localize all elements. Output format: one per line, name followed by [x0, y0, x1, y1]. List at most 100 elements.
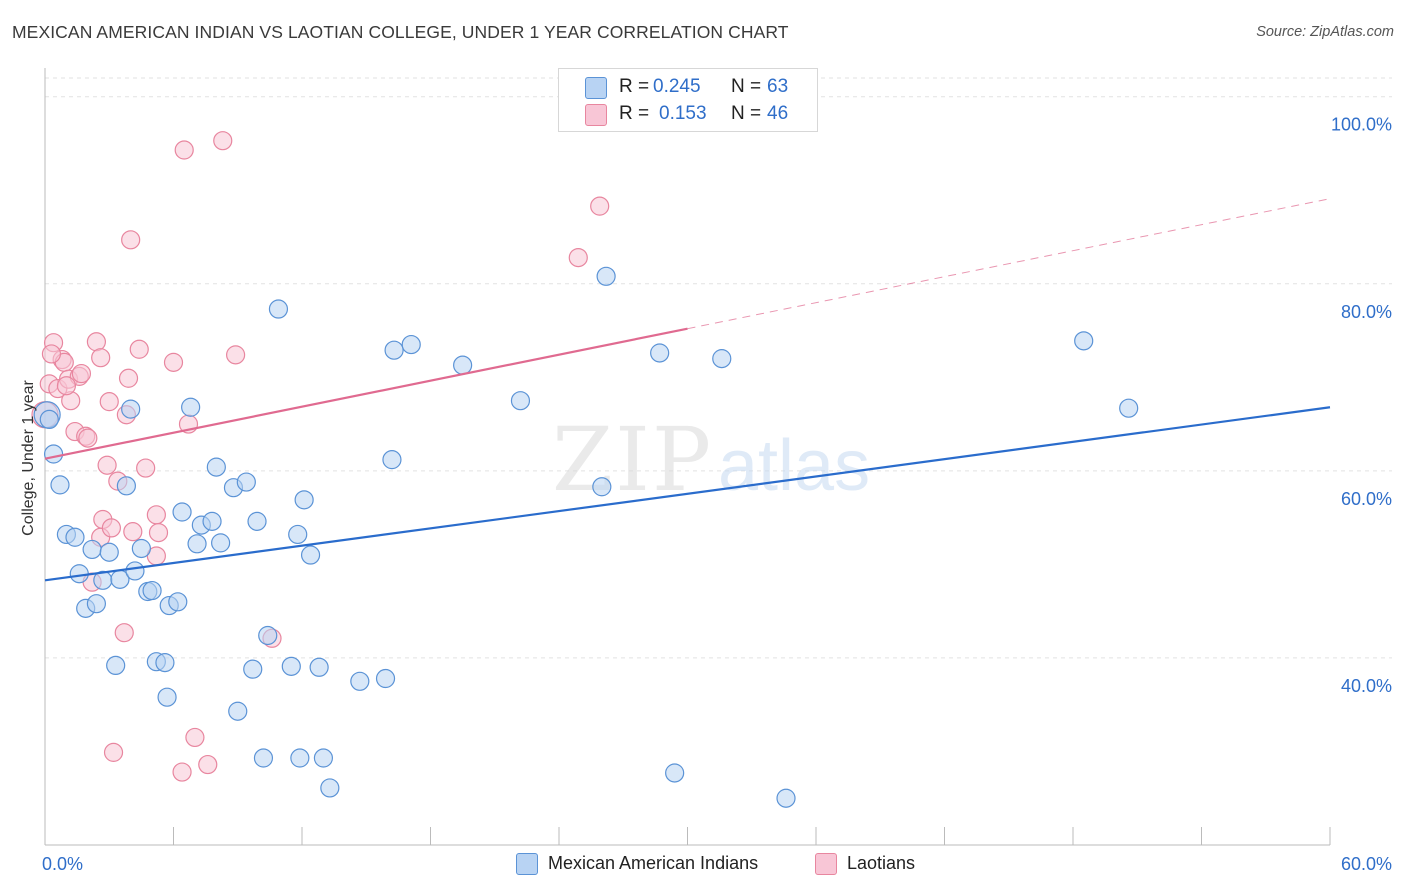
data-point-blue: [712, 349, 732, 369]
data-point-pink: [91, 348, 111, 368]
x-tick-label-max: 60.0%: [1341, 854, 1392, 874]
data-point-blue: [181, 397, 201, 417]
data-point-pink: [123, 522, 143, 542]
legend-swatch-pink: [585, 104, 607, 126]
data-point-blue: [206, 457, 226, 477]
data-point-blue: [776, 788, 796, 808]
data-point-pink: [148, 522, 169, 543]
bottom-legend-swatch-blue: [516, 853, 538, 875]
data-point-blue: [211, 533, 231, 553]
data-point-blue: [320, 778, 340, 798]
data-point-blue: [116, 476, 136, 496]
data-point-pink: [101, 518, 121, 538]
data-point-blue: [1074, 331, 1094, 351]
data-point-pink: [78, 428, 98, 448]
data-point-blue: [375, 668, 396, 689]
data-point-pink: [198, 754, 218, 775]
data-point-pink: [213, 131, 233, 151]
trend-line-pink-extension: [687, 198, 1331, 330]
data-point-blue: [86, 594, 107, 614]
legend-r-value-blue: 0.245: [653, 76, 701, 97]
data-point-blue: [50, 475, 70, 495]
data-point-pink: [146, 505, 166, 525]
data-point-blue: [82, 539, 102, 560]
data-point-blue: [202, 511, 222, 531]
data-point-blue: [290, 748, 310, 768]
data-point-pink: [174, 140, 194, 160]
data-point-blue: [510, 391, 531, 411]
data-point-pink: [568, 247, 588, 268]
data-point-pink: [121, 230, 141, 250]
x-tick-label-min: 0.0%: [42, 854, 83, 874]
data-point-blue: [172, 502, 192, 522]
data-point-blue: [43, 444, 64, 464]
legend-r-value-pink: 0.153: [659, 103, 707, 124]
data-point-pink: [71, 363, 92, 384]
watermark-atlas: atlas: [718, 426, 870, 506]
data-point-blue: [313, 748, 334, 768]
axis-labels: 40.0% 60.0% 80.0% 100.0% 0.0% 60.0%: [42, 115, 1392, 874]
watermark-zip: ZIP: [552, 408, 713, 511]
data-point-blue: [300, 545, 321, 565]
data-point-blue: [268, 299, 289, 319]
data-point-blue: [247, 511, 267, 531]
data-point-blue: [168, 592, 188, 612]
y-tick-label: 100.0%: [1331, 115, 1392, 135]
data-point-blue: [155, 653, 175, 673]
data-point-blue: [294, 490, 314, 510]
data-point-blue: [596, 266, 616, 286]
data-point-blue: [243, 659, 263, 679]
chart-title: MEXICAN AMERICAN INDIAN VS LAOTIAN COLLE…: [12, 22, 789, 42]
trend-lines: [44, 198, 1331, 582]
data-point-blue: [99, 542, 119, 562]
data-point-blue: [665, 763, 685, 783]
data-point-blue: [236, 472, 256, 492]
data-point-pink: [590, 196, 610, 216]
data-point-blue: [258, 625, 278, 646]
y-tick-label: 80.0%: [1341, 302, 1392, 322]
data-point-blue: [288, 524, 308, 545]
legend-n-value-blue: 63: [767, 76, 789, 97]
data-point-pink: [114, 623, 134, 643]
data-point-pink: [136, 458, 156, 478]
legend-n-label: N =: [731, 76, 762, 97]
data-point-blue: [65, 527, 85, 547]
y-tick-label: 60.0%: [1341, 489, 1392, 509]
data-point-blue: [253, 748, 274, 768]
data-point-pink: [41, 344, 62, 364]
legend-n-label: N =: [731, 103, 762, 124]
data-point-pink: [226, 345, 246, 365]
data-point-blue: [142, 580, 162, 601]
y-axis-label: College, Under 1 year: [20, 380, 37, 536]
data-point-blue: [309, 657, 329, 677]
legend-r-label: R =: [619, 103, 650, 124]
data-point-blue: [453, 355, 473, 375]
data-point-blue: [157, 687, 177, 707]
data-point-pink: [185, 727, 205, 748]
data-point-blue: [281, 656, 301, 676]
data-point-pink: [99, 392, 119, 412]
data-point-blue: [350, 671, 370, 691]
trend-line-pink: [44, 327, 688, 460]
data-point-blue: [121, 399, 141, 419]
data-point-pink: [56, 376, 77, 396]
bottom-legend-label-pink: Laotians: [847, 853, 916, 873]
data-point-pink: [97, 455, 117, 475]
data-point-blue: [39, 409, 59, 430]
data-point-blue: [382, 450, 402, 470]
bottom-legend-swatch-pink: [815, 853, 837, 875]
bottom-legend-label-blue: Mexican American Indians: [548, 853, 759, 873]
data-point-pink: [129, 339, 149, 359]
data-point-blue: [187, 534, 207, 554]
data-point-pink: [172, 762, 192, 782]
data-point-pink: [118, 368, 139, 388]
data-point-pink: [86, 332, 107, 352]
correlation-legend: R = 0.245 N = 63 R = 0.153 N = 46: [558, 68, 818, 132]
data-point-blue: [592, 477, 612, 497]
data-point-blue: [650, 343, 670, 363]
data-point-blue: [106, 655, 126, 676]
trend-line-blue: [44, 406, 1331, 582]
legend-swatch-blue: [585, 77, 607, 99]
data-point-blue: [1119, 398, 1139, 418]
